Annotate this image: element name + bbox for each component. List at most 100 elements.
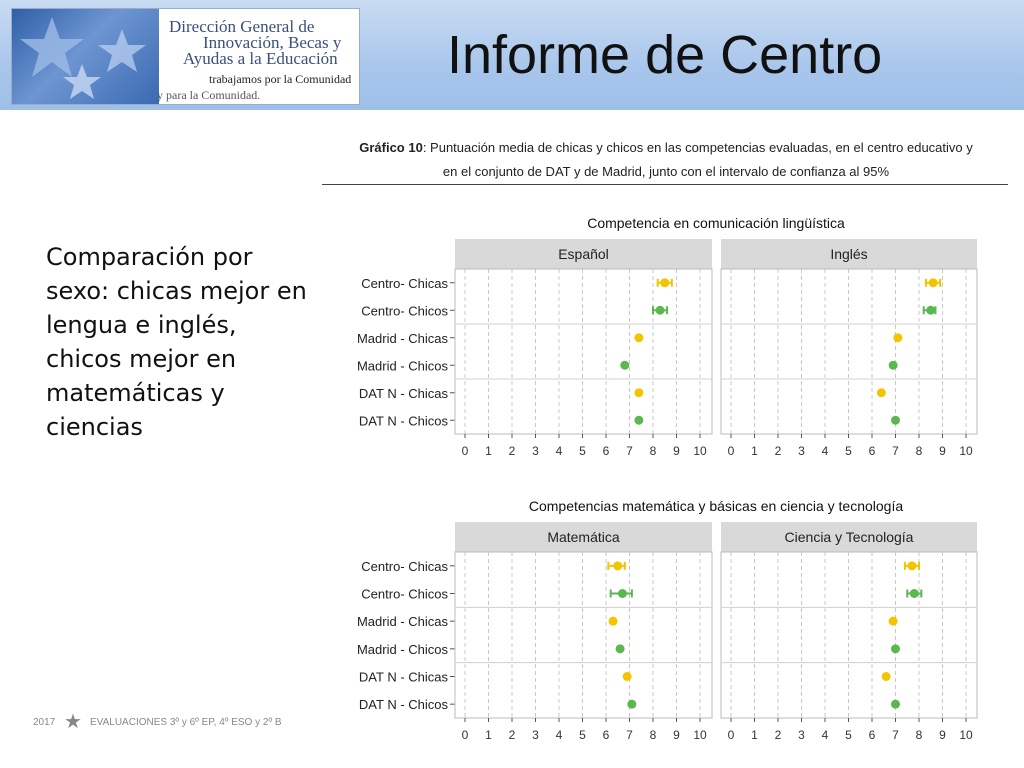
x-tick-label: 0 bbox=[462, 444, 469, 458]
data-point bbox=[622, 672, 632, 681]
data-point bbox=[617, 589, 627, 598]
x-tick-label: 5 bbox=[579, 728, 586, 742]
data-point bbox=[891, 415, 900, 425]
x-tick-label: 9 bbox=[939, 444, 946, 458]
logo-line2: Innovación, Becas y bbox=[203, 33, 342, 52]
x-tick-label: 10 bbox=[959, 444, 973, 458]
x-tick-label: 3 bbox=[798, 728, 805, 742]
category-label: DAT N - Chicos bbox=[359, 413, 449, 428]
category-label: Centro- Chicos bbox=[361, 303, 448, 318]
category-label: DAT N - Chicos bbox=[359, 697, 449, 712]
data-point bbox=[634, 388, 644, 398]
panel-title: Inglés bbox=[830, 246, 867, 262]
chart-title: Competencia en comunicación lingüística bbox=[587, 215, 845, 231]
footer-text: EVALUACIONES 3º y 6º EP, 4º ESO y 2º B bbox=[90, 717, 282, 728]
caption-bold: Gráfico 10 bbox=[359, 140, 423, 155]
category-label: Madrid - Chicos bbox=[357, 358, 449, 373]
category-label: DAT N - Chicas bbox=[359, 670, 449, 685]
panel-background bbox=[454, 268, 713, 435]
x-tick-label: 8 bbox=[916, 444, 923, 458]
logo-line1: Dirección General de bbox=[169, 17, 315, 36]
x-tick-label: 2 bbox=[509, 444, 516, 458]
data-point bbox=[634, 333, 644, 343]
panel-background bbox=[720, 268, 978, 435]
data-point bbox=[608, 616, 618, 626]
x-tick-label: 7 bbox=[892, 444, 899, 458]
x-tick-label: 5 bbox=[845, 728, 852, 742]
data-point bbox=[627, 699, 637, 709]
panel-strip bbox=[721, 522, 977, 552]
data-point bbox=[881, 672, 891, 681]
panel-title: Ciencia y Tecnología bbox=[785, 529, 914, 545]
data-point bbox=[891, 644, 900, 654]
data-point bbox=[928, 278, 938, 288]
logo-line3: Ayudas a la Educación bbox=[183, 49, 338, 68]
data-point bbox=[888, 616, 898, 626]
chart-caption: Gráfico 10: Puntuación media de chicas y… bbox=[322, 136, 1010, 184]
x-tick-label: 0 bbox=[462, 728, 469, 742]
data-point bbox=[615, 644, 625, 654]
category-label: Centro- Chicas bbox=[361, 559, 448, 574]
x-tick-label: 5 bbox=[579, 444, 586, 458]
logo-tagline2: y para la Comunidad. bbox=[157, 88, 261, 102]
x-tick-label: 7 bbox=[626, 444, 633, 458]
x-tick-label: 4 bbox=[556, 728, 563, 742]
data-point bbox=[634, 415, 644, 425]
x-tick-label: 8 bbox=[650, 444, 657, 458]
panel-strip bbox=[455, 522, 712, 552]
x-tick-label: 4 bbox=[822, 444, 829, 458]
data-point bbox=[660, 278, 670, 288]
data-point bbox=[891, 699, 900, 709]
data-point bbox=[876, 388, 886, 398]
panel-background bbox=[454, 551, 713, 719]
data-point bbox=[909, 589, 919, 598]
x-tick-label: 8 bbox=[650, 728, 657, 742]
x-tick-label: 6 bbox=[603, 728, 610, 742]
x-tick-label: 6 bbox=[603, 444, 610, 458]
summary-text: Comparación por sexo: chicas mejor en le… bbox=[46, 243, 307, 441]
data-point bbox=[926, 305, 936, 315]
x-tick-label: 4 bbox=[822, 728, 829, 742]
x-tick-label: 7 bbox=[892, 728, 899, 742]
category-label: DAT N - Chicas bbox=[359, 386, 449, 401]
logo: Dirección General de Innovación, Becas y… bbox=[11, 8, 360, 105]
data-point bbox=[620, 360, 630, 370]
x-tick-label: 2 bbox=[775, 444, 782, 458]
category-label: Centro- Chicas bbox=[361, 276, 448, 291]
x-tick-label: 6 bbox=[869, 444, 876, 458]
caption-rule bbox=[322, 184, 1008, 185]
data-point bbox=[655, 305, 665, 315]
page-title: Informe de Centro bbox=[447, 25, 883, 85]
chart-title: Competencias matemática y básicas en cie… bbox=[529, 498, 904, 514]
caption-line1-rest: : Puntuación media de chicas y chicos en… bbox=[422, 140, 973, 155]
logo-text: Dirección General de Innovación, Becas y… bbox=[157, 17, 357, 103]
x-tick-label: 3 bbox=[532, 444, 539, 458]
x-tick-label: 0 bbox=[728, 728, 735, 742]
x-tick-label: 6 bbox=[869, 728, 876, 742]
category-label: Madrid - Chicos bbox=[357, 642, 449, 657]
category-label: Centro- Chicos bbox=[361, 587, 448, 602]
x-tick-label: 10 bbox=[693, 444, 707, 458]
star-pattern-icon bbox=[20, 17, 146, 99]
x-tick-label: 0 bbox=[728, 444, 735, 458]
logo-flag bbox=[12, 9, 159, 104]
x-tick-label: 10 bbox=[693, 728, 707, 742]
data-point bbox=[613, 561, 623, 571]
category-label: Madrid - Chicas bbox=[357, 331, 449, 346]
category-label: Madrid - Chicas bbox=[357, 614, 449, 629]
x-tick-label: 1 bbox=[751, 444, 758, 458]
x-tick-label: 7 bbox=[626, 728, 633, 742]
star-icon: ★ bbox=[64, 711, 82, 733]
footer-year: 2017 bbox=[33, 717, 56, 728]
caption-line2: en el conjunto de DAT y de Madrid, junto… bbox=[442, 164, 890, 179]
data-point bbox=[888, 360, 898, 370]
panel-title: Matemática bbox=[547, 529, 620, 545]
caption-line1: Gráfico 10: Puntuación media de chicas y… bbox=[322, 136, 1010, 160]
x-tick-label: 10 bbox=[959, 728, 973, 742]
x-tick-label: 1 bbox=[751, 728, 758, 742]
x-tick-label: 4 bbox=[556, 444, 563, 458]
panel-strip bbox=[455, 239, 712, 269]
x-tick-label: 3 bbox=[532, 728, 539, 742]
logo-tagline1: trabajamos por la Comunidad bbox=[209, 72, 352, 86]
